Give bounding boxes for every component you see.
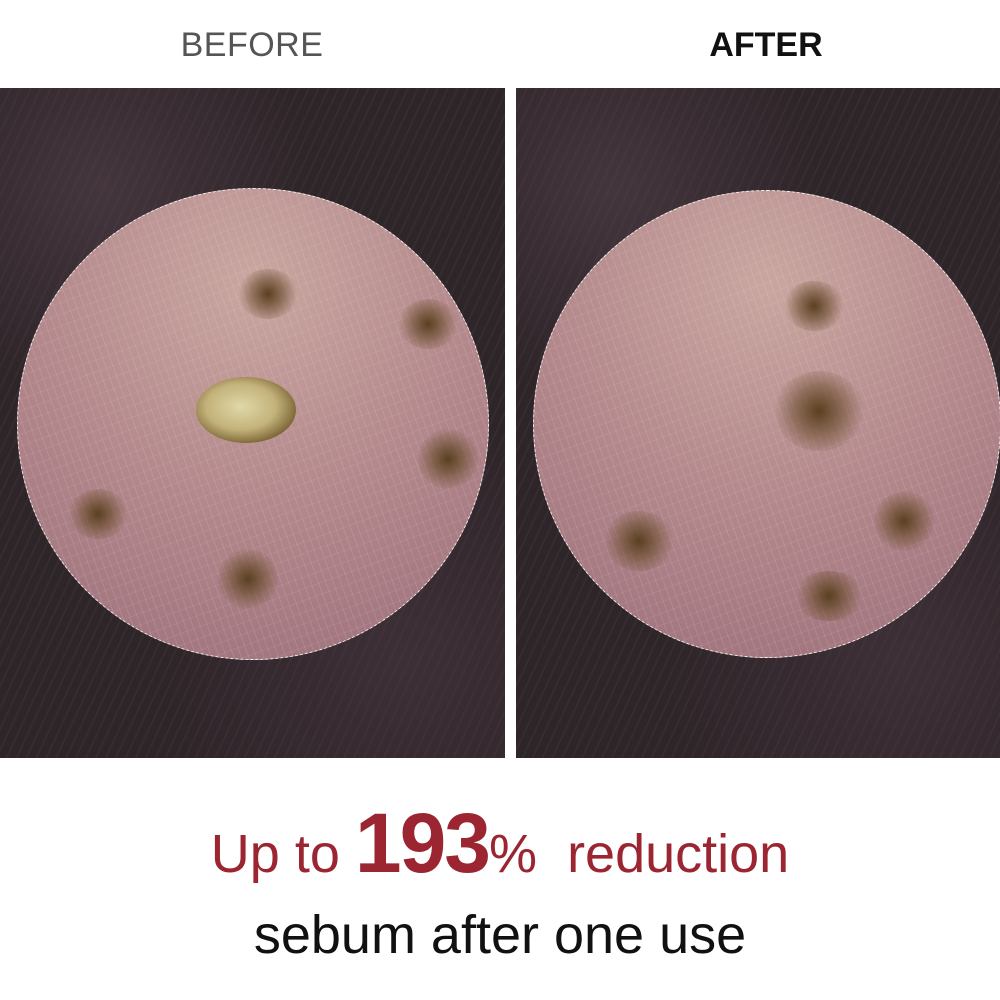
headline-percent: % <box>489 824 538 884</box>
headline-line-1: Up to 193% reduction <box>0 801 1000 889</box>
pore <box>874 491 934 551</box>
pore <box>418 429 478 489</box>
before-label: BEFORE <box>180 26 324 64</box>
pore <box>784 281 844 331</box>
pore <box>774 371 864 451</box>
headline-prefix: Up to <box>210 824 340 884</box>
pore <box>238 269 298 319</box>
pore <box>218 549 278 609</box>
magnified-skin-circle <box>17 188 489 660</box>
after-label: AFTER <box>709 26 823 64</box>
after-image <box>516 88 1000 758</box>
headline-value: 193 <box>354 796 491 890</box>
sebum-plug <box>196 377 296 443</box>
headline-suffix: reduction <box>567 824 790 884</box>
pore <box>398 299 458 349</box>
pore <box>68 489 128 539</box>
before-image <box>0 88 505 758</box>
headline-line-2: sebum after one use <box>253 905 747 965</box>
pore <box>604 511 674 571</box>
pore <box>794 571 864 621</box>
magnified-skin-circle <box>533 190 1000 658</box>
